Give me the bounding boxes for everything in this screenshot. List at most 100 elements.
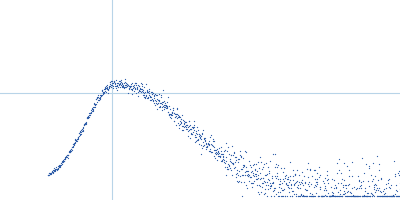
Point [285,185,291,189]
Point [158,95,164,98]
Point [133,88,140,91]
Point [98,88,105,92]
Point [372,182,378,186]
Point [201,143,207,146]
Point [169,111,175,114]
Point [114,88,120,91]
Point [349,186,356,189]
Point [229,161,235,164]
Point [160,88,166,91]
Point [129,81,135,85]
Point [185,119,192,123]
Point [353,186,360,189]
Point [150,99,156,102]
Point [367,194,374,198]
Point [264,188,271,191]
Point [281,166,287,169]
Point [61,159,67,162]
Point [63,154,70,157]
Point [368,173,374,177]
Point [145,96,151,99]
Point [367,194,373,198]
Point [84,116,90,119]
Point [298,181,304,184]
Point [233,156,240,159]
Point [333,162,340,165]
Point [225,168,231,171]
Point [111,82,118,85]
Point [157,105,163,108]
Point [325,181,332,184]
Point [343,165,350,168]
Point [160,105,166,108]
Point [101,91,107,94]
Point [299,194,306,198]
Point [269,176,276,179]
Point [279,194,285,198]
Point [148,95,154,98]
Point [354,194,360,198]
Point [207,150,214,153]
Point [183,127,190,131]
Point [317,186,324,189]
Point [129,93,135,96]
Point [171,119,177,122]
Point [310,194,316,197]
Point [210,145,217,148]
Point [271,188,278,192]
Point [335,190,342,193]
Point [147,94,153,97]
Point [76,133,83,136]
Point [216,154,222,157]
Point [376,162,382,165]
Point [336,169,342,172]
Point [78,131,84,134]
Point [139,90,145,93]
Point [180,128,186,131]
Point [62,155,69,158]
Point [77,132,83,135]
Point [343,194,349,198]
Point [53,166,60,169]
Point [59,159,66,162]
Point [62,156,69,159]
Point [128,87,134,90]
Point [72,138,79,142]
Point [196,133,203,136]
Point [104,88,111,91]
Point [263,162,270,165]
Point [245,175,251,178]
Point [318,194,324,198]
Point [83,122,89,125]
Point [154,99,161,102]
Point [276,182,282,185]
Point [241,163,247,166]
Point [392,172,398,176]
Point [173,113,180,116]
Point [344,194,351,198]
Point [243,150,250,154]
Point [317,185,323,188]
Point [288,183,294,186]
Point [208,134,215,137]
Point [378,176,384,179]
Point [162,102,168,105]
Point [382,191,388,195]
Point [182,120,188,124]
Point [75,135,82,139]
Point [290,175,296,178]
Point [174,117,180,120]
Point [352,194,358,197]
Point [239,166,246,169]
Point [281,180,288,183]
Point [116,79,123,82]
Point [57,164,64,167]
Point [208,142,214,145]
Point [271,194,277,198]
Point [227,160,234,163]
Point [195,129,202,132]
Point [228,154,235,157]
Point [108,81,115,85]
Point [178,125,185,128]
Point [256,184,262,187]
